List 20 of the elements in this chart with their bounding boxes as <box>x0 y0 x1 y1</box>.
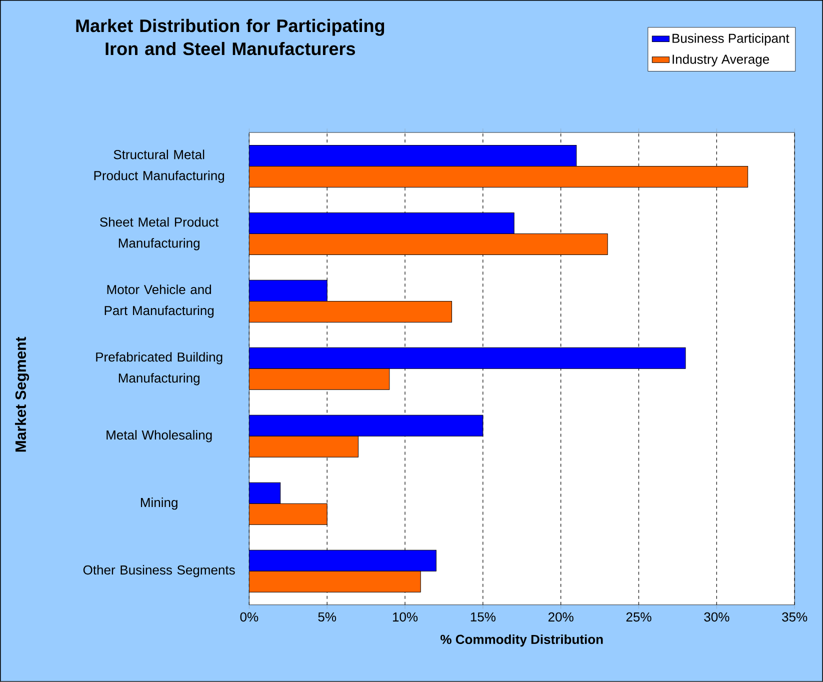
y-tick-label: Mining <box>140 498 178 510</box>
x-tick-label: 15% <box>470 612 496 622</box>
x-tick-label: 25% <box>626 612 652 622</box>
y-tick-label: Structural Metal Product Manufacturing <box>94 150 224 183</box>
y-tick-label: Metal Wholesaling <box>106 430 212 442</box>
y-axis-title: Market Segment <box>14 336 30 452</box>
x-tick-label: 20% <box>548 612 574 622</box>
x-tick-label: 30% <box>704 612 730 622</box>
chart-title: Market Distribution for Participating Iron and Steel Manufacturers <box>76 18 384 56</box>
x-tick-label: 35% <box>782 612 808 622</box>
y-tick-label: Motor Vehicle and Part Manufacturing <box>104 284 214 318</box>
y-tick-label: Sheet Metal Product Manufacturing <box>100 217 219 250</box>
x-tick-label: 5% <box>318 612 336 622</box>
x-axis-title: % Commodity Distribution <box>440 634 603 647</box>
legend-label: Business Participant <box>672 33 790 46</box>
y-tick-label: Other Business Segments <box>83 565 235 578</box>
x-tick-label: 10% <box>392 612 418 622</box>
y-tick-label: Prefabricated Building Manufacturing <box>96 352 222 386</box>
legend-label: Industry Average <box>672 54 770 66</box>
x-tick-label: 0% <box>240 612 258 622</box>
